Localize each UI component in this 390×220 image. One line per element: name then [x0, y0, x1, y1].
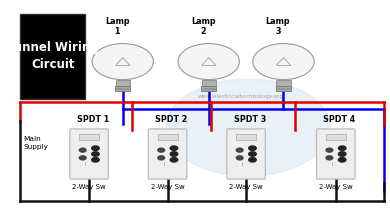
FancyBboxPatch shape [20, 14, 85, 99]
Circle shape [79, 156, 86, 160]
Text: www.electricaltechnology.org: www.electricaltechnology.org [197, 94, 284, 99]
Circle shape [170, 152, 178, 156]
Text: 2-Way Sw: 2-Way Sw [319, 184, 353, 190]
Circle shape [249, 146, 256, 150]
FancyBboxPatch shape [236, 134, 256, 140]
FancyBboxPatch shape [70, 129, 108, 179]
FancyBboxPatch shape [202, 80, 216, 86]
Text: SPDT 3: SPDT 3 [234, 115, 266, 124]
Text: 2-Way Sw: 2-Way Sw [151, 184, 184, 190]
FancyBboxPatch shape [148, 129, 187, 179]
FancyBboxPatch shape [227, 129, 265, 179]
FancyBboxPatch shape [158, 134, 177, 140]
Circle shape [236, 156, 243, 160]
Text: SPDT 4: SPDT 4 [323, 115, 355, 124]
Circle shape [92, 146, 99, 150]
Circle shape [158, 148, 165, 152]
Text: Tunnel Wiring
Circuit: Tunnel Wiring Circuit [7, 41, 99, 71]
FancyBboxPatch shape [317, 129, 355, 179]
Circle shape [339, 158, 346, 162]
Circle shape [326, 148, 333, 152]
FancyBboxPatch shape [115, 86, 130, 91]
Text: i: i [332, 162, 333, 167]
Text: i: i [163, 162, 165, 167]
Circle shape [236, 148, 243, 152]
FancyBboxPatch shape [79, 134, 99, 140]
Circle shape [326, 156, 333, 160]
Text: Lamp
3: Lamp 3 [266, 17, 290, 36]
Text: Lamp
2: Lamp 2 [191, 17, 215, 36]
Text: SPDT 1: SPDT 1 [76, 115, 109, 124]
Text: i: i [85, 162, 86, 167]
Text: 2-Way Sw: 2-Way Sw [72, 184, 106, 190]
Circle shape [92, 44, 153, 80]
Circle shape [92, 152, 99, 156]
FancyBboxPatch shape [115, 80, 130, 86]
Text: Lamp
1: Lamp 1 [105, 17, 129, 36]
Circle shape [249, 158, 256, 162]
Circle shape [170, 158, 178, 162]
FancyBboxPatch shape [326, 134, 346, 140]
FancyBboxPatch shape [276, 86, 291, 91]
FancyBboxPatch shape [201, 86, 216, 91]
Text: i: i [242, 162, 243, 167]
Circle shape [92, 158, 99, 162]
Circle shape [253, 44, 314, 80]
Circle shape [249, 152, 256, 156]
Circle shape [170, 146, 178, 150]
FancyBboxPatch shape [277, 80, 291, 86]
Circle shape [158, 156, 165, 160]
Circle shape [166, 79, 330, 176]
Circle shape [339, 146, 346, 150]
Text: 2-Way Sw: 2-Way Sw [229, 184, 263, 190]
Circle shape [178, 44, 239, 80]
Circle shape [339, 152, 346, 156]
Text: Main
Supply: Main Supply [24, 136, 49, 150]
Circle shape [79, 148, 86, 152]
Text: SPDT 2: SPDT 2 [155, 115, 187, 124]
